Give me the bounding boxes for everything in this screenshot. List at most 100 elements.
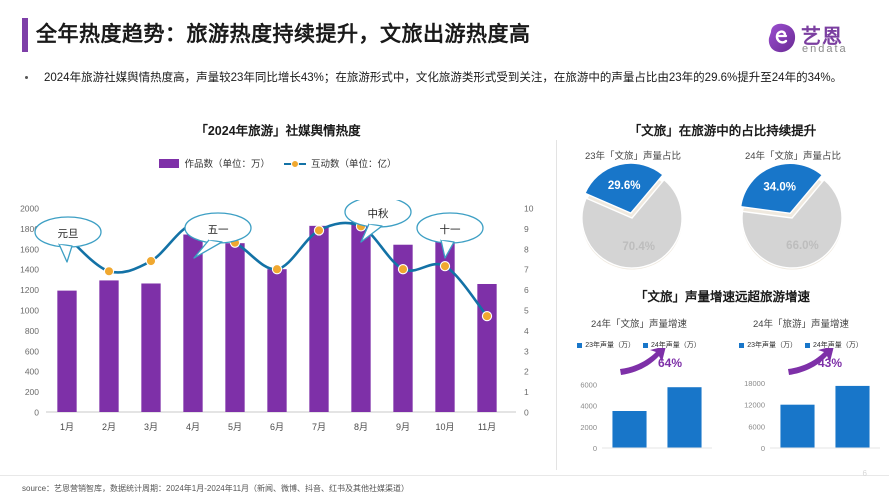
logo-text-en: endata bbox=[802, 43, 848, 55]
svg-text:12000: 12000 bbox=[744, 401, 765, 410]
mini-bar-0 bbox=[780, 404, 815, 448]
pie-slice-0 bbox=[581, 178, 683, 269]
legend-item-line: 互动数（单位：亿） bbox=[284, 156, 397, 170]
svg-text:五一: 五一 bbox=[208, 224, 229, 236]
line-point-6月 bbox=[271, 264, 283, 275]
svg-text:6000: 6000 bbox=[748, 422, 765, 431]
svg-text:8月: 8月 bbox=[354, 422, 368, 432]
legend-23: 23年声量（万） bbox=[739, 340, 797, 350]
svg-text:1400: 1400 bbox=[20, 265, 39, 275]
svg-text:66.0%: 66.0% bbox=[786, 240, 819, 252]
svg-text:中秋: 中秋 bbox=[368, 207, 389, 220]
legend-24: 24年声量（万） bbox=[805, 340, 863, 350]
svg-text:1月: 1月 bbox=[60, 422, 74, 432]
logo-text-cn: 艺恩 bbox=[801, 26, 843, 48]
pie-chart-24: 66.0% 34.0% bbox=[739, 162, 843, 270]
bar-2月 bbox=[99, 280, 119, 412]
mini-bar-0 bbox=[612, 411, 647, 448]
svg-text:2000: 2000 bbox=[580, 423, 597, 432]
legend-23: 23年声量（万） bbox=[577, 340, 635, 350]
brand-logo: 艺恩 endata bbox=[765, 18, 873, 60]
growth-arrow-icon bbox=[620, 348, 666, 375]
bar-8月 bbox=[351, 218, 371, 412]
svg-text:5: 5 bbox=[524, 306, 529, 316]
callout-五一: 五一 bbox=[184, 212, 252, 259]
svg-text:0: 0 bbox=[593, 444, 597, 453]
pie-23-title: 23年「文旅」声量占比 bbox=[584, 151, 682, 162]
svg-text:0: 0 bbox=[34, 408, 39, 418]
right-panel: 「文旅」在旅游中的占比持续提升 23年「文旅」声量占比 24年「文旅」声量占比 … bbox=[556, 120, 889, 480]
svg-text:1600: 1600 bbox=[20, 244, 39, 254]
source-note: source：艺恩营销智库，数据统计周期：2024年1月-2024年11月（新闻… bbox=[22, 484, 410, 493]
svg-text:3: 3 bbox=[524, 346, 529, 356]
growth-wenlv-chart: 0 2000 4000 6000 bbox=[580, 348, 712, 453]
svg-text:2月: 2月 bbox=[102, 422, 116, 432]
page-number: 6 bbox=[862, 469, 867, 478]
svg-text:800: 800 bbox=[25, 326, 39, 336]
callout-元旦: 元旦 bbox=[34, 216, 102, 263]
right-section-title: 「文旅」在旅游中的占比持续提升 bbox=[628, 124, 817, 138]
main-chart-plot: 0 200 400 600 800 1000 1200 1400 1600 1800 2000 0 1 2… bbox=[0, 200, 556, 450]
svg-text:400: 400 bbox=[25, 367, 39, 377]
growth-lvyou-badge: 43% bbox=[818, 356, 843, 370]
main-chart-panel: 「2024年旅游」社媒舆情热度 作品数（单位：万） 互动数（单位：亿） 0 200… bbox=[0, 120, 556, 478]
callout-中秋: 中秋 bbox=[344, 200, 412, 243]
growth-arrow-icon bbox=[788, 348, 834, 375]
growth-section-title: 「文旅」声量增速远超旅游增速 bbox=[634, 290, 810, 304]
svg-text:元旦: 元旦 bbox=[58, 228, 79, 240]
svg-text:70.4%: 70.4% bbox=[622, 241, 655, 253]
main-chart-legend: 作品数（单位：万） 互动数（单位：亿） bbox=[0, 156, 556, 170]
svg-text:1800: 1800 bbox=[20, 224, 39, 234]
svg-text:1000: 1000 bbox=[20, 306, 39, 316]
legend-24: 24年声量（万） bbox=[643, 340, 701, 350]
pie-slice-0 bbox=[741, 178, 843, 269]
svg-text:6000: 6000 bbox=[580, 381, 597, 390]
footer-divider bbox=[0, 475, 889, 476]
svg-text:5月: 5月 bbox=[228, 422, 242, 432]
bar-1月 bbox=[57, 290, 77, 412]
bullet-paragraph: 2024年旅游社媒舆情热度高，声量较23年同比增长43%；在旅游形式中，文化旅游… bbox=[44, 72, 843, 84]
svg-text:十一: 十一 bbox=[440, 223, 461, 236]
growth-wenlv-legend: 23年声量（万） 24年声量（万） bbox=[564, 340, 714, 350]
svg-text:7: 7 bbox=[524, 265, 529, 275]
bar-3月 bbox=[141, 283, 161, 412]
bar-7月 bbox=[309, 225, 329, 412]
svg-text:2: 2 bbox=[524, 367, 529, 377]
callout-十一: 十一 bbox=[416, 212, 484, 259]
svg-text:4月: 4月 bbox=[186, 422, 200, 432]
svg-text:9: 9 bbox=[524, 224, 529, 234]
pie-24-title: 24年「文旅」声量占比 bbox=[744, 151, 842, 162]
pie-slice-1 bbox=[584, 162, 664, 214]
line-point-2月 bbox=[103, 266, 115, 277]
svg-text:10: 10 bbox=[524, 204, 534, 214]
svg-text:1: 1 bbox=[524, 387, 529, 397]
svg-text:4: 4 bbox=[524, 326, 529, 336]
page-title: 全年热度趋势：旅游热度持续提升，文旅出游热度高 bbox=[36, 23, 531, 46]
bar-11月 bbox=[477, 283, 497, 412]
endata-logo-icon bbox=[768, 23, 796, 53]
svg-text:600: 600 bbox=[25, 346, 39, 356]
growth-wenlv-badge: 64% bbox=[658, 356, 683, 370]
svg-text:1200: 1200 bbox=[20, 285, 39, 295]
pie-slice-1 bbox=[739, 162, 824, 215]
main-chart-title: 「2024年旅游」社媒舆情热度 bbox=[195, 124, 361, 138]
svg-text:34.0%: 34.0% bbox=[763, 181, 796, 193]
legend-bar-label: 作品数（单位：万） bbox=[184, 159, 270, 170]
line-point-11月 bbox=[481, 310, 493, 322]
line-point-7月 bbox=[313, 225, 325, 236]
bar-9月 bbox=[393, 244, 413, 412]
growth-lvyou-legend: 23年声量（万） 24年声量（万） bbox=[726, 340, 876, 350]
svg-text:9月: 9月 bbox=[396, 422, 410, 432]
svg-text:29.6%: 29.6% bbox=[608, 180, 641, 192]
pie-chart-23: 70.4% 29.6% bbox=[581, 162, 683, 270]
svg-text:6月: 6月 bbox=[270, 422, 284, 432]
svg-text:2000: 2000 bbox=[20, 204, 39, 214]
line-point-9月 bbox=[397, 264, 409, 275]
main-chart-svg: 0 200 400 600 800 1000 1200 1400 1600 1800 2000 0 1 2… bbox=[20, 200, 534, 432]
svg-text:0: 0 bbox=[761, 444, 765, 453]
panel-divider bbox=[556, 140, 557, 470]
growth-lvyou-title: 24年「旅游」声量增速 bbox=[752, 319, 850, 330]
bar-4月 bbox=[183, 234, 203, 412]
svg-text:200: 200 bbox=[25, 387, 39, 397]
